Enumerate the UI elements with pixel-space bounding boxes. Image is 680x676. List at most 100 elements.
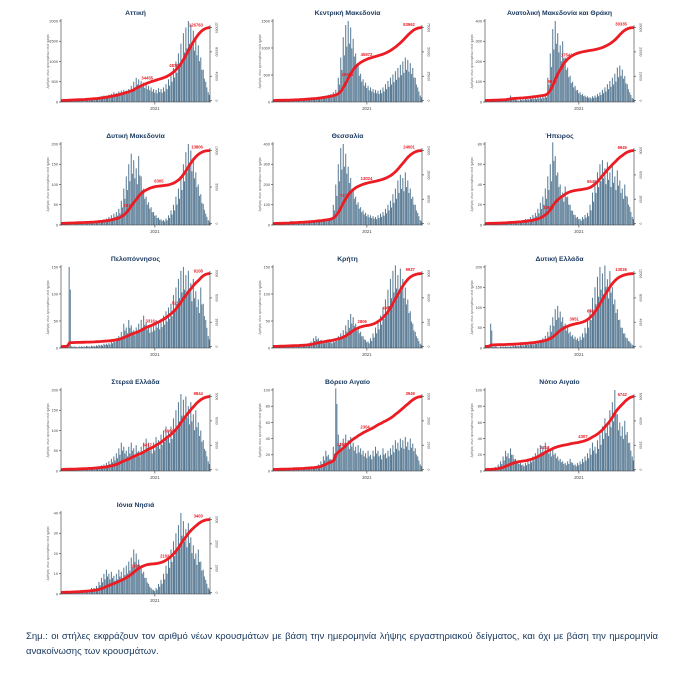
chart-title: Στερεά Ελλάδα [111, 378, 160, 386]
svg-text:60: 60 [266, 420, 271, 425]
svg-text:300: 300 [476, 39, 483, 44]
axes [484, 265, 635, 349]
svg-text:2021: 2021 [150, 475, 160, 480]
svg-text:4000: 4000 [639, 417, 643, 425]
chart-title: Ήπειρος [545, 133, 574, 140]
svg-text:3000: 3000 [215, 516, 219, 524]
daily-cases-bars [485, 390, 634, 471]
svg-text:10000: 10000 [215, 146, 219, 155]
svg-text:0: 0 [56, 591, 59, 596]
x-axis-tick: 2021 [362, 225, 372, 234]
svg-text:100: 100 [476, 387, 483, 392]
axes [60, 388, 211, 472]
svg-text:20: 20 [54, 551, 59, 556]
svg-text:80: 80 [478, 404, 483, 409]
region-chart-ipeiros: Ήπειρος 3306 5541 8945 0 20 40 60 80 0 3000 6000 900… [450, 129, 662, 247]
daily-cases-bars [273, 21, 422, 103]
svg-text:0: 0 [480, 345, 483, 350]
svg-text:16000: 16000 [427, 170, 431, 179]
axes [60, 265, 211, 349]
y-axis-label: Αριθμός νέων κρουσμάτων ανά ημέρα [470, 34, 474, 88]
svg-text:2021: 2021 [150, 352, 160, 357]
svg-text:500: 500 [52, 79, 59, 84]
svg-text:0: 0 [215, 592, 219, 594]
svg-text:2000: 2000 [639, 442, 643, 450]
chart-title: Κρήτη [337, 256, 357, 263]
right-tick-labels: 0 2000 4000 6000 [634, 393, 643, 471]
chart-title: Βόρειο Αιγαίο [325, 379, 370, 386]
svg-text:0: 0 [56, 99, 59, 104]
svg-text:24000: 24000 [427, 146, 431, 155]
cumulative-annotation: 13026 [615, 267, 627, 272]
right-tick-labels: 0 40000 80000 120000 [210, 22, 219, 102]
cumulative-annotation: 3417 [143, 442, 153, 447]
y-axis-label: Αριθμός νέων κρουσμάτων ανά ημέρα [258, 403, 262, 457]
cumulative-cases-line [484, 26, 635, 102]
cumulative-cases-line [60, 26, 211, 102]
svg-text:150: 150 [52, 408, 59, 413]
svg-text:9000: 9000 [639, 147, 643, 155]
x-axis-tick: 2021 [362, 348, 372, 357]
chart-svg-peloponnisos: Πελοπόννησος 3316 5214 9108 0 50 100 150 0 3000 60… [46, 255, 219, 357]
svg-text:2021: 2021 [150, 229, 160, 234]
region-chart-dytiki-ellada: Δυτική Ελλάδα 3951 6402 13026 0 50 100 150 200 0 4… [450, 252, 662, 370]
svg-text:0: 0 [427, 100, 431, 102]
daily-cases-bars [61, 144, 210, 225]
daily-cases-bars [61, 21, 210, 103]
svg-text:0: 0 [268, 345, 271, 350]
svg-text:0: 0 [56, 222, 59, 227]
svg-text:20: 20 [478, 202, 483, 207]
cumulative-cases-line [272, 26, 423, 102]
cumulative-annotation: 8945 [618, 145, 628, 150]
right-tick-labels: 0 1000 2000 3000 [210, 516, 219, 594]
svg-text:6000: 6000 [215, 294, 219, 302]
left-tick-labels: 0 50 100 150 [264, 264, 273, 350]
svg-text:0: 0 [427, 346, 431, 348]
svg-text:20: 20 [266, 452, 271, 457]
chart-svg-notio-aigaio: Νότιο Αιγαίο 2213 4307 6742 0 20 40 60 80 100 0 200… [470, 379, 643, 480]
svg-text:6000: 6000 [639, 171, 643, 179]
axes [484, 142, 635, 226]
left-tick-labels: 0 500 1000 1500 [261, 18, 273, 104]
cumulative-cases-line [60, 395, 211, 471]
cumulative-annotation: 13024 [361, 176, 373, 181]
region-chart-thessalia: Θεσσαλία 7215 13024 24001 0 100 200 300 400 0 8000… [238, 129, 450, 247]
left-tick-labels: 0 20 40 60 80 [478, 141, 485, 227]
x-axis-tick: 2021 [150, 225, 160, 234]
left-tick-labels: 0 50 100 150 [52, 264, 61, 350]
chart-svg-voreio-aigaio: Βόρειο Αιγαίο120523043949020406080100010… [258, 379, 431, 480]
axes [60, 511, 211, 595]
chart-svg-sterea-ellada: Στερεά Ελλάδα 3417 5960 9844 0 50 100 150 200 0 30… [46, 378, 219, 480]
svg-text:1500: 1500 [261, 18, 270, 23]
x-axis-tick: 2021 [574, 471, 584, 480]
svg-text:75000: 75000 [427, 23, 431, 32]
y-axis-label: Αριθμός νέων κρουσμάτων ανά ημέρα [46, 403, 50, 457]
svg-text:0: 0 [268, 222, 271, 227]
svg-text:0: 0 [427, 469, 431, 471]
left-tick-labels: 0 100 200 300 400 [264, 141, 273, 227]
cumulative-annotation: 17542 [561, 52, 573, 57]
y-axis-label: Αριθμός νέων κρουσμάτων ανά ημέρα [258, 34, 262, 88]
svg-text:2021: 2021 [362, 106, 372, 111]
svg-text:2021: 2021 [362, 229, 372, 234]
svg-text:50: 50 [54, 202, 59, 207]
svg-text:3000: 3000 [215, 442, 219, 450]
svg-text:100: 100 [264, 291, 271, 296]
svg-text:9000: 9000 [215, 393, 219, 401]
daily-cases-bars [485, 21, 634, 103]
cumulative-cases-line [272, 272, 423, 348]
svg-text:3000: 3000 [639, 196, 643, 204]
axes [272, 19, 423, 103]
cumulative-annotation: 5960 [165, 428, 175, 433]
y-axis-label: Αριθμός νέων κρουσμάτων ανά ημέρα [46, 526, 50, 580]
svg-text:0: 0 [268, 468, 271, 473]
svg-text:100: 100 [476, 305, 483, 310]
x-axis-tick: 2021 [362, 102, 372, 111]
svg-text:1000: 1000 [215, 565, 219, 573]
axes [484, 19, 635, 103]
cumulative-annotation: 6742 [618, 392, 628, 397]
y-axis-label: Αριθμός νέων κρουσμάτων ανά ημέρα [470, 403, 474, 457]
svg-text:1000: 1000 [49, 59, 58, 64]
svg-text:60: 60 [478, 162, 483, 167]
x-axis-tick: 2021 [574, 102, 584, 111]
